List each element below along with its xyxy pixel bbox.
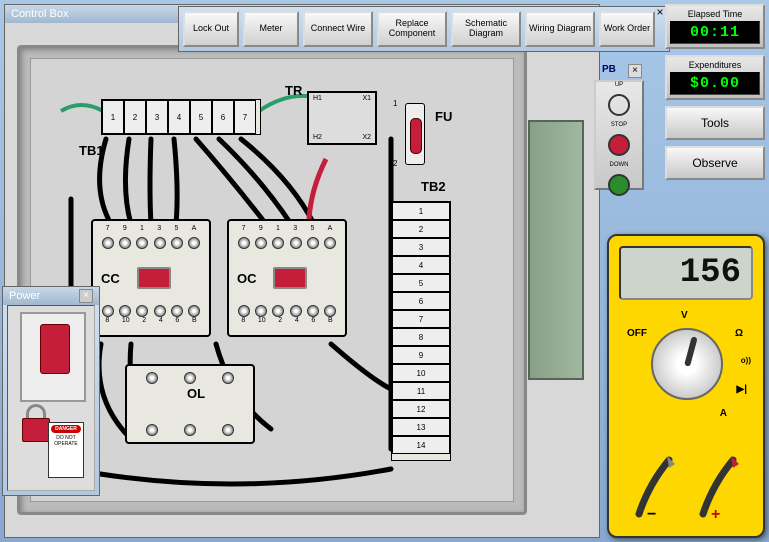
schematic-diagram-button[interactable]: Schematic Diagram	[451, 11, 521, 47]
expenditures-caption: Expenditures	[670, 60, 760, 70]
power-window: Power × DANGER DO NOT OPERATE	[2, 286, 100, 496]
pb-close-icon[interactable]: ×	[628, 64, 642, 78]
connect-wire-button[interactable]: Connect Wire	[303, 11, 373, 47]
power-title: Power	[9, 290, 40, 302]
meter-button[interactable]: Meter	[243, 11, 299, 47]
power-close-icon[interactable]: ×	[79, 289, 93, 303]
transformer[interactable]: H1 X1 H2 X2	[307, 91, 377, 145]
pb-down-button[interactable]	[608, 174, 630, 196]
work-order-button[interactable]: Work Order	[599, 11, 655, 47]
control-box-title: Control Box	[11, 8, 68, 20]
contactor-oc[interactable]: OC 7 9 1 3 5 A	[227, 219, 347, 337]
electrical-panel[interactable]: TB1 1 2 3 4 5 6 7 TR H1 X1 H2 X2 FU 1	[30, 58, 514, 502]
tb2-label: TB2	[421, 179, 446, 194]
cc-indicator	[137, 267, 171, 289]
pb-title: PB	[602, 64, 616, 75]
sidebar: Elapsed Time 00:11 Expenditures $0.00 To…	[665, 4, 765, 180]
push-button-box: PB × UP STOP DOWN	[594, 80, 644, 190]
power-body: DANGER DO NOT OPERATE	[7, 305, 95, 491]
tools-button[interactable]: Tools	[665, 106, 765, 140]
doorway	[528, 120, 584, 380]
contactor-cc[interactable]: CC 7 9 1 3 5 A	[91, 219, 211, 337]
disconnect-switch[interactable]	[20, 312, 86, 402]
expenditures-value: $0.00	[670, 72, 760, 95]
wiring-diagram-button[interactable]: Wiring Diagram	[525, 11, 595, 47]
observe-button[interactable]: Observe	[665, 146, 765, 180]
power-titlebar: Power ×	[3, 287, 99, 305]
expenditures-panel: Expenditures $0.00	[665, 55, 765, 100]
lockout-tag: DANGER DO NOT OPERATE	[48, 422, 84, 478]
meter-dial[interactable]	[651, 328, 723, 400]
tr-label: TR	[285, 83, 302, 98]
multimeter[interactable]: 156 OFF V Ω o)) ▶| A − +	[607, 234, 765, 538]
elapsed-time-value: 00:11	[670, 21, 760, 44]
elapsed-time-panel: Elapsed Time 00:11	[665, 4, 765, 49]
terminal-block-2[interactable]: 1 2 3 4 5 6 7 8 9 10 11 12 13 14	[391, 201, 451, 461]
pb-stop-button[interactable]	[608, 134, 630, 156]
replace-component-button[interactable]: Replace Component	[377, 11, 447, 47]
pb-up-button[interactable]	[608, 94, 630, 116]
oc-indicator	[273, 267, 307, 289]
terminal-block-1[interactable]: 1 2 3 4 5 6 7	[101, 99, 261, 135]
tb1-label: TB1	[79, 143, 104, 158]
elapsed-time-caption: Elapsed Time	[670, 9, 760, 19]
fuse[interactable]	[405, 103, 425, 165]
fu-label: FU	[435, 109, 452, 124]
toolbar: × Lock Out Meter Connect Wire Replace Co…	[178, 6, 670, 52]
lock-out-button[interactable]: Lock Out	[183, 11, 239, 47]
probe-positive[interactable]: +	[693, 454, 743, 524]
overload-block[interactable]: OL	[125, 364, 255, 444]
switch-handle[interactable]	[40, 324, 70, 374]
probe-negative[interactable]: −	[629, 454, 679, 524]
